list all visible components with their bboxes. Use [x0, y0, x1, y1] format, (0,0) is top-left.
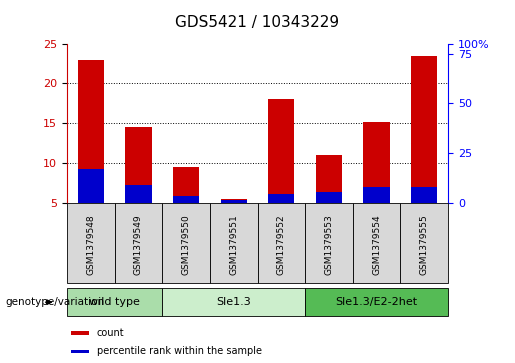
Text: GSM1379555: GSM1379555	[420, 215, 428, 275]
Bar	[71, 350, 89, 353]
Bar	[114, 203, 162, 283]
Bar	[411, 187, 437, 203]
Text: GSM1379551: GSM1379551	[229, 215, 238, 275]
Bar	[411, 56, 437, 203]
Bar	[258, 203, 305, 283]
Bar	[125, 127, 151, 203]
Bar	[67, 288, 162, 316]
Text: Sle1.3: Sle1.3	[216, 297, 251, 307]
Bar	[71, 331, 89, 335]
Bar	[162, 288, 305, 316]
Bar	[268, 194, 295, 203]
Bar	[220, 199, 247, 203]
Bar	[220, 200, 247, 203]
Bar	[364, 187, 390, 203]
Text: GSM1379552: GSM1379552	[277, 215, 286, 275]
Bar	[162, 203, 210, 283]
Bar	[316, 155, 342, 203]
Text: percentile rank within the sample: percentile rank within the sample	[97, 346, 262, 356]
Text: GSM1379554: GSM1379554	[372, 215, 381, 275]
Text: Sle1.3/E2-2het: Sle1.3/E2-2het	[336, 297, 418, 307]
Bar	[316, 192, 342, 203]
Bar	[173, 167, 199, 203]
Text: genotype/variation: genotype/variation	[5, 297, 104, 307]
Bar	[67, 203, 115, 283]
Text: GSM1379550: GSM1379550	[182, 215, 191, 275]
Bar	[173, 196, 199, 203]
Text: GDS5421 / 10343229: GDS5421 / 10343229	[176, 15, 339, 29]
Bar	[210, 203, 258, 283]
Bar	[353, 203, 401, 283]
Bar	[364, 122, 390, 203]
Text: GSM1379549: GSM1379549	[134, 215, 143, 275]
Bar	[305, 203, 353, 283]
Text: GSM1379553: GSM1379553	[324, 215, 333, 275]
Bar	[78, 60, 104, 203]
Bar	[401, 203, 448, 283]
Bar	[125, 185, 151, 203]
Text: wild type: wild type	[89, 297, 140, 307]
Bar	[268, 99, 295, 203]
Text: count: count	[97, 328, 124, 338]
Bar	[305, 288, 448, 316]
Text: GSM1379548: GSM1379548	[87, 215, 95, 275]
Bar	[78, 169, 104, 203]
